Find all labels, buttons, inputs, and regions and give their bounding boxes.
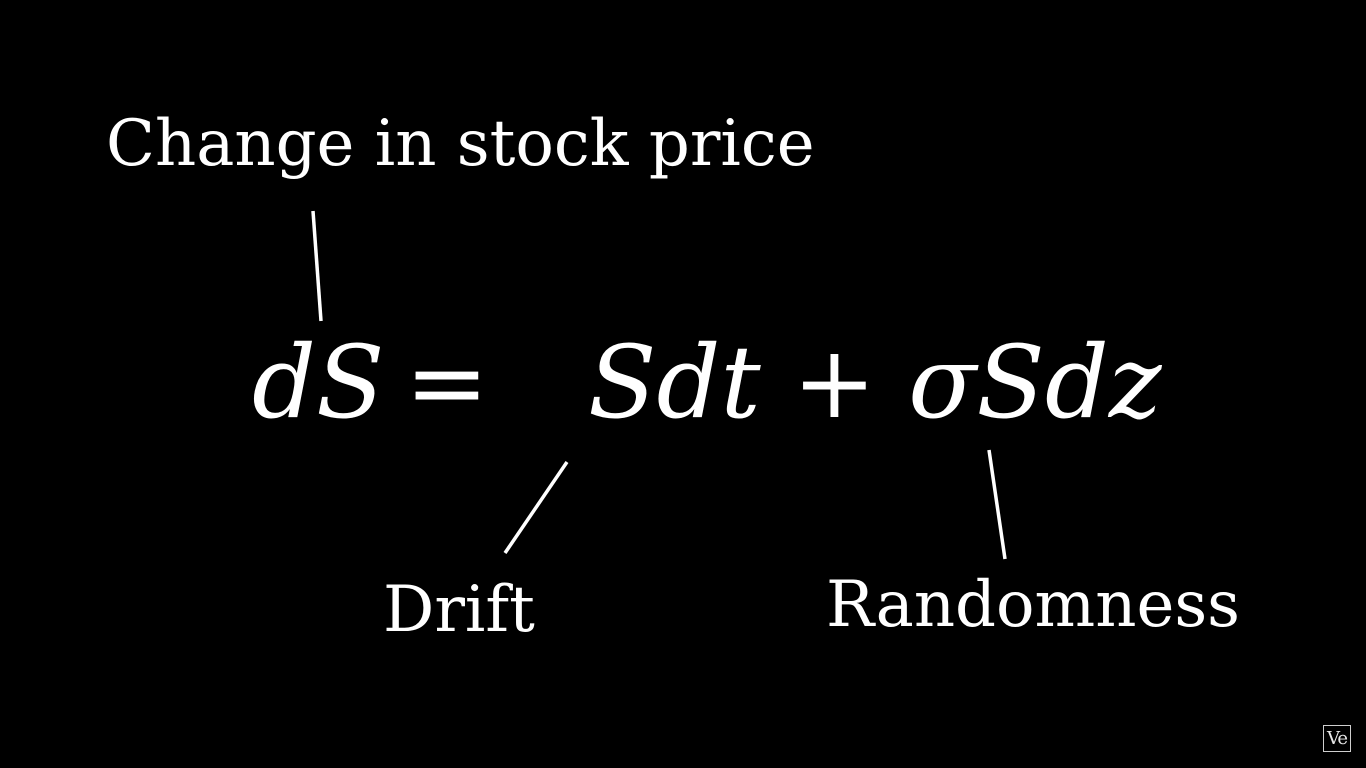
- connector-change-to-ds: [311, 210, 323, 322]
- equation-equals-sign: =: [405, 324, 489, 441]
- channel-logo-watermark: Ve: [1323, 725, 1351, 752]
- equation-lhs: dS: [252, 324, 385, 441]
- connector-randomness-to-sdz: [987, 449, 1007, 560]
- drift-label: Drift: [383, 573, 535, 647]
- connector-drift-to-sdt: [503, 461, 569, 554]
- equation-rhs: Sdt + σSdz: [588, 324, 1162, 441]
- change-in-stock-price-label: Change in stock price: [106, 107, 815, 181]
- randomness-label: Randomness: [826, 568, 1240, 642]
